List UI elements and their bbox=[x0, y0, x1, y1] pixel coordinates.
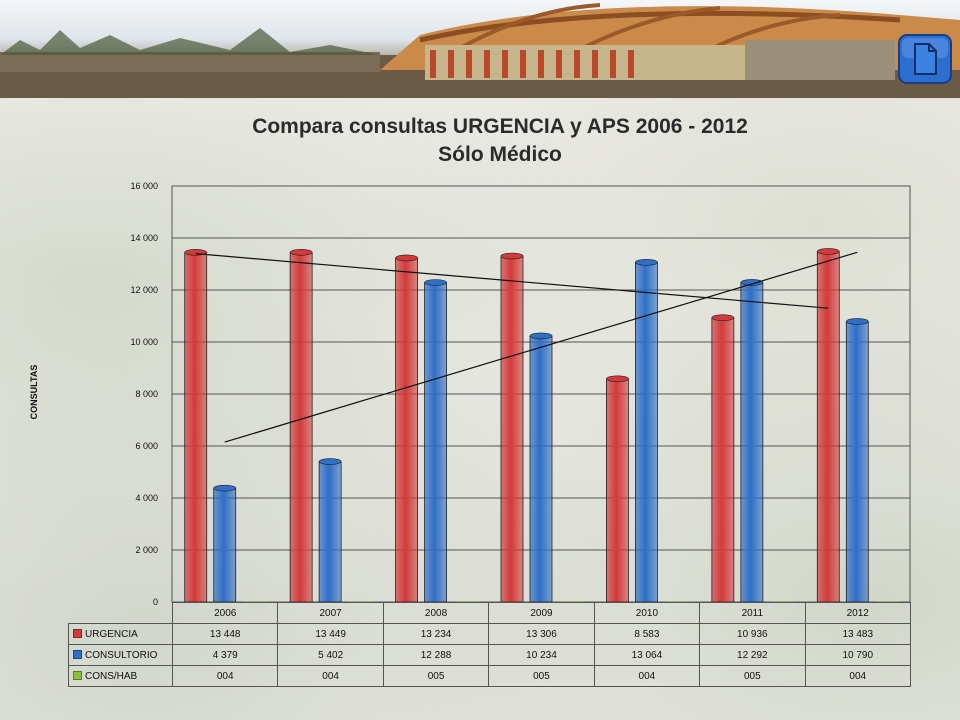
legend-entry: URGENCIA bbox=[68, 623, 173, 645]
table-row: CONS/HAB 004 004 005 005 004 005 004 bbox=[68, 665, 911, 687]
bar-cap bbox=[606, 375, 629, 383]
data-label: 8 583 bbox=[593, 623, 701, 645]
trendline bbox=[224, 251, 858, 443]
table-row: CONSULTORIO 4 379 5 402 12 288 10 234 13 064 1… bbox=[68, 644, 911, 666]
data-label: 13 234 bbox=[382, 623, 490, 645]
bar-consultorio bbox=[424, 282, 447, 603]
bar-cap bbox=[740, 279, 764, 286]
y-tick-label: 4 000 bbox=[135, 493, 158, 503]
bar-cap bbox=[213, 484, 237, 492]
data-label: 12 292 bbox=[699, 644, 806, 666]
data-label: 10 790 bbox=[804, 644, 911, 666]
y-tick-label: 12 000 bbox=[130, 285, 158, 295]
bar-cap bbox=[395, 254, 418, 262]
bar-cap bbox=[500, 252, 524, 260]
bar-cap bbox=[289, 249, 313, 256]
x-tick-label: 2012 bbox=[804, 602, 911, 624]
x-tick-label: 2009 bbox=[488, 602, 595, 624]
header-photo-banner bbox=[0, 0, 960, 98]
bar-cap bbox=[816, 248, 840, 255]
y-tick-label: 14 000 bbox=[130, 233, 158, 243]
x-tick-label: 2006 bbox=[171, 602, 279, 624]
x-tick-label: 2011 bbox=[699, 602, 806, 624]
bar-urgencia bbox=[289, 251, 313, 603]
data-label: 004 bbox=[804, 665, 911, 687]
bar-urgencia bbox=[184, 251, 208, 603]
bar-cap bbox=[635, 259, 658, 266]
data-label: 13 448 bbox=[171, 623, 279, 645]
legend-swatch bbox=[73, 629, 82, 639]
legend-entry: CONS/HAB bbox=[68, 665, 173, 687]
bar-urgencia bbox=[816, 251, 840, 603]
bar-cap bbox=[424, 279, 447, 286]
document-icon[interactable] bbox=[898, 34, 952, 84]
y-tick-label: 2 000 bbox=[135, 545, 158, 555]
series-name: CONSULTORIO bbox=[85, 649, 158, 661]
data-label: 13 306 bbox=[488, 623, 595, 645]
y-tick-label: 0 bbox=[153, 597, 158, 607]
bar-cap bbox=[711, 314, 735, 321]
bar-urgencia bbox=[395, 257, 418, 603]
chart-title: Compara consultas URGENCIA y APS 2006 - … bbox=[252, 115, 748, 138]
data-label: 12 288 bbox=[382, 644, 490, 666]
series-name: CONS/HAB bbox=[85, 670, 138, 682]
bar-consultorio bbox=[529, 335, 553, 603]
data-label: 13 449 bbox=[277, 623, 384, 645]
legend-swatch bbox=[73, 650, 82, 660]
data-label: 13 483 bbox=[804, 623, 911, 645]
table-corner bbox=[69, 603, 173, 624]
construction-photo bbox=[0, 3, 960, 98]
bar-urgencia bbox=[711, 317, 735, 603]
data-label: 004 bbox=[171, 665, 279, 687]
x-tick-label: 2007 bbox=[277, 602, 384, 624]
bar-consultorio bbox=[213, 487, 237, 603]
data-label: 10 234 bbox=[488, 644, 595, 666]
table-row: URGENCIA 13 448 13 449 13 234 13 306 8 583 10 … bbox=[68, 623, 911, 645]
bar-consultorio bbox=[845, 321, 869, 603]
table-header-row: 2006 2007 2008 2009 2010 2011 2012 bbox=[69, 602, 911, 624]
trendline bbox=[195, 253, 829, 309]
data-label: 4 379 bbox=[171, 644, 279, 666]
bar-cap bbox=[529, 332, 553, 340]
data-label: 13 064 bbox=[593, 644, 701, 666]
y-tick-label: 6 000 bbox=[135, 441, 158, 451]
data-label: 005 bbox=[382, 665, 490, 687]
bar-consultorio bbox=[318, 461, 342, 603]
y-tick-label: 10 000 bbox=[130, 337, 158, 347]
data-label: 005 bbox=[699, 665, 806, 687]
bar-urgencia bbox=[606, 378, 629, 603]
y-tick-label: 8 000 bbox=[135, 389, 158, 399]
legend-swatch bbox=[73, 671, 82, 681]
y-tick-label: 16 000 bbox=[130, 181, 158, 191]
data-label: 004 bbox=[593, 665, 701, 687]
chart-subtitle: Sólo Médico bbox=[438, 143, 562, 166]
chart-title-block: Compara consultas URGENCIA y APS 2006 - … bbox=[0, 113, 960, 169]
bar-consultorio bbox=[740, 282, 764, 603]
bar-urgencia bbox=[500, 255, 524, 603]
data-table: 2006 2007 2008 2009 2010 2011 2012 URGENCIA 13 4… bbox=[68, 602, 911, 687]
series-name: URGENCIA bbox=[85, 628, 138, 640]
bar-cap bbox=[845, 318, 869, 325]
x-tick-label: 2010 bbox=[593, 602, 701, 624]
data-label: 10 936 bbox=[699, 623, 806, 645]
bar-cap bbox=[318, 458, 342, 465]
data-label: 5 402 bbox=[277, 644, 384, 666]
data-label: 004 bbox=[277, 665, 384, 687]
legend-entry: CONSULTORIO bbox=[68, 644, 173, 666]
data-label: 005 bbox=[488, 665, 595, 687]
x-tick-label: 2008 bbox=[382, 602, 490, 624]
